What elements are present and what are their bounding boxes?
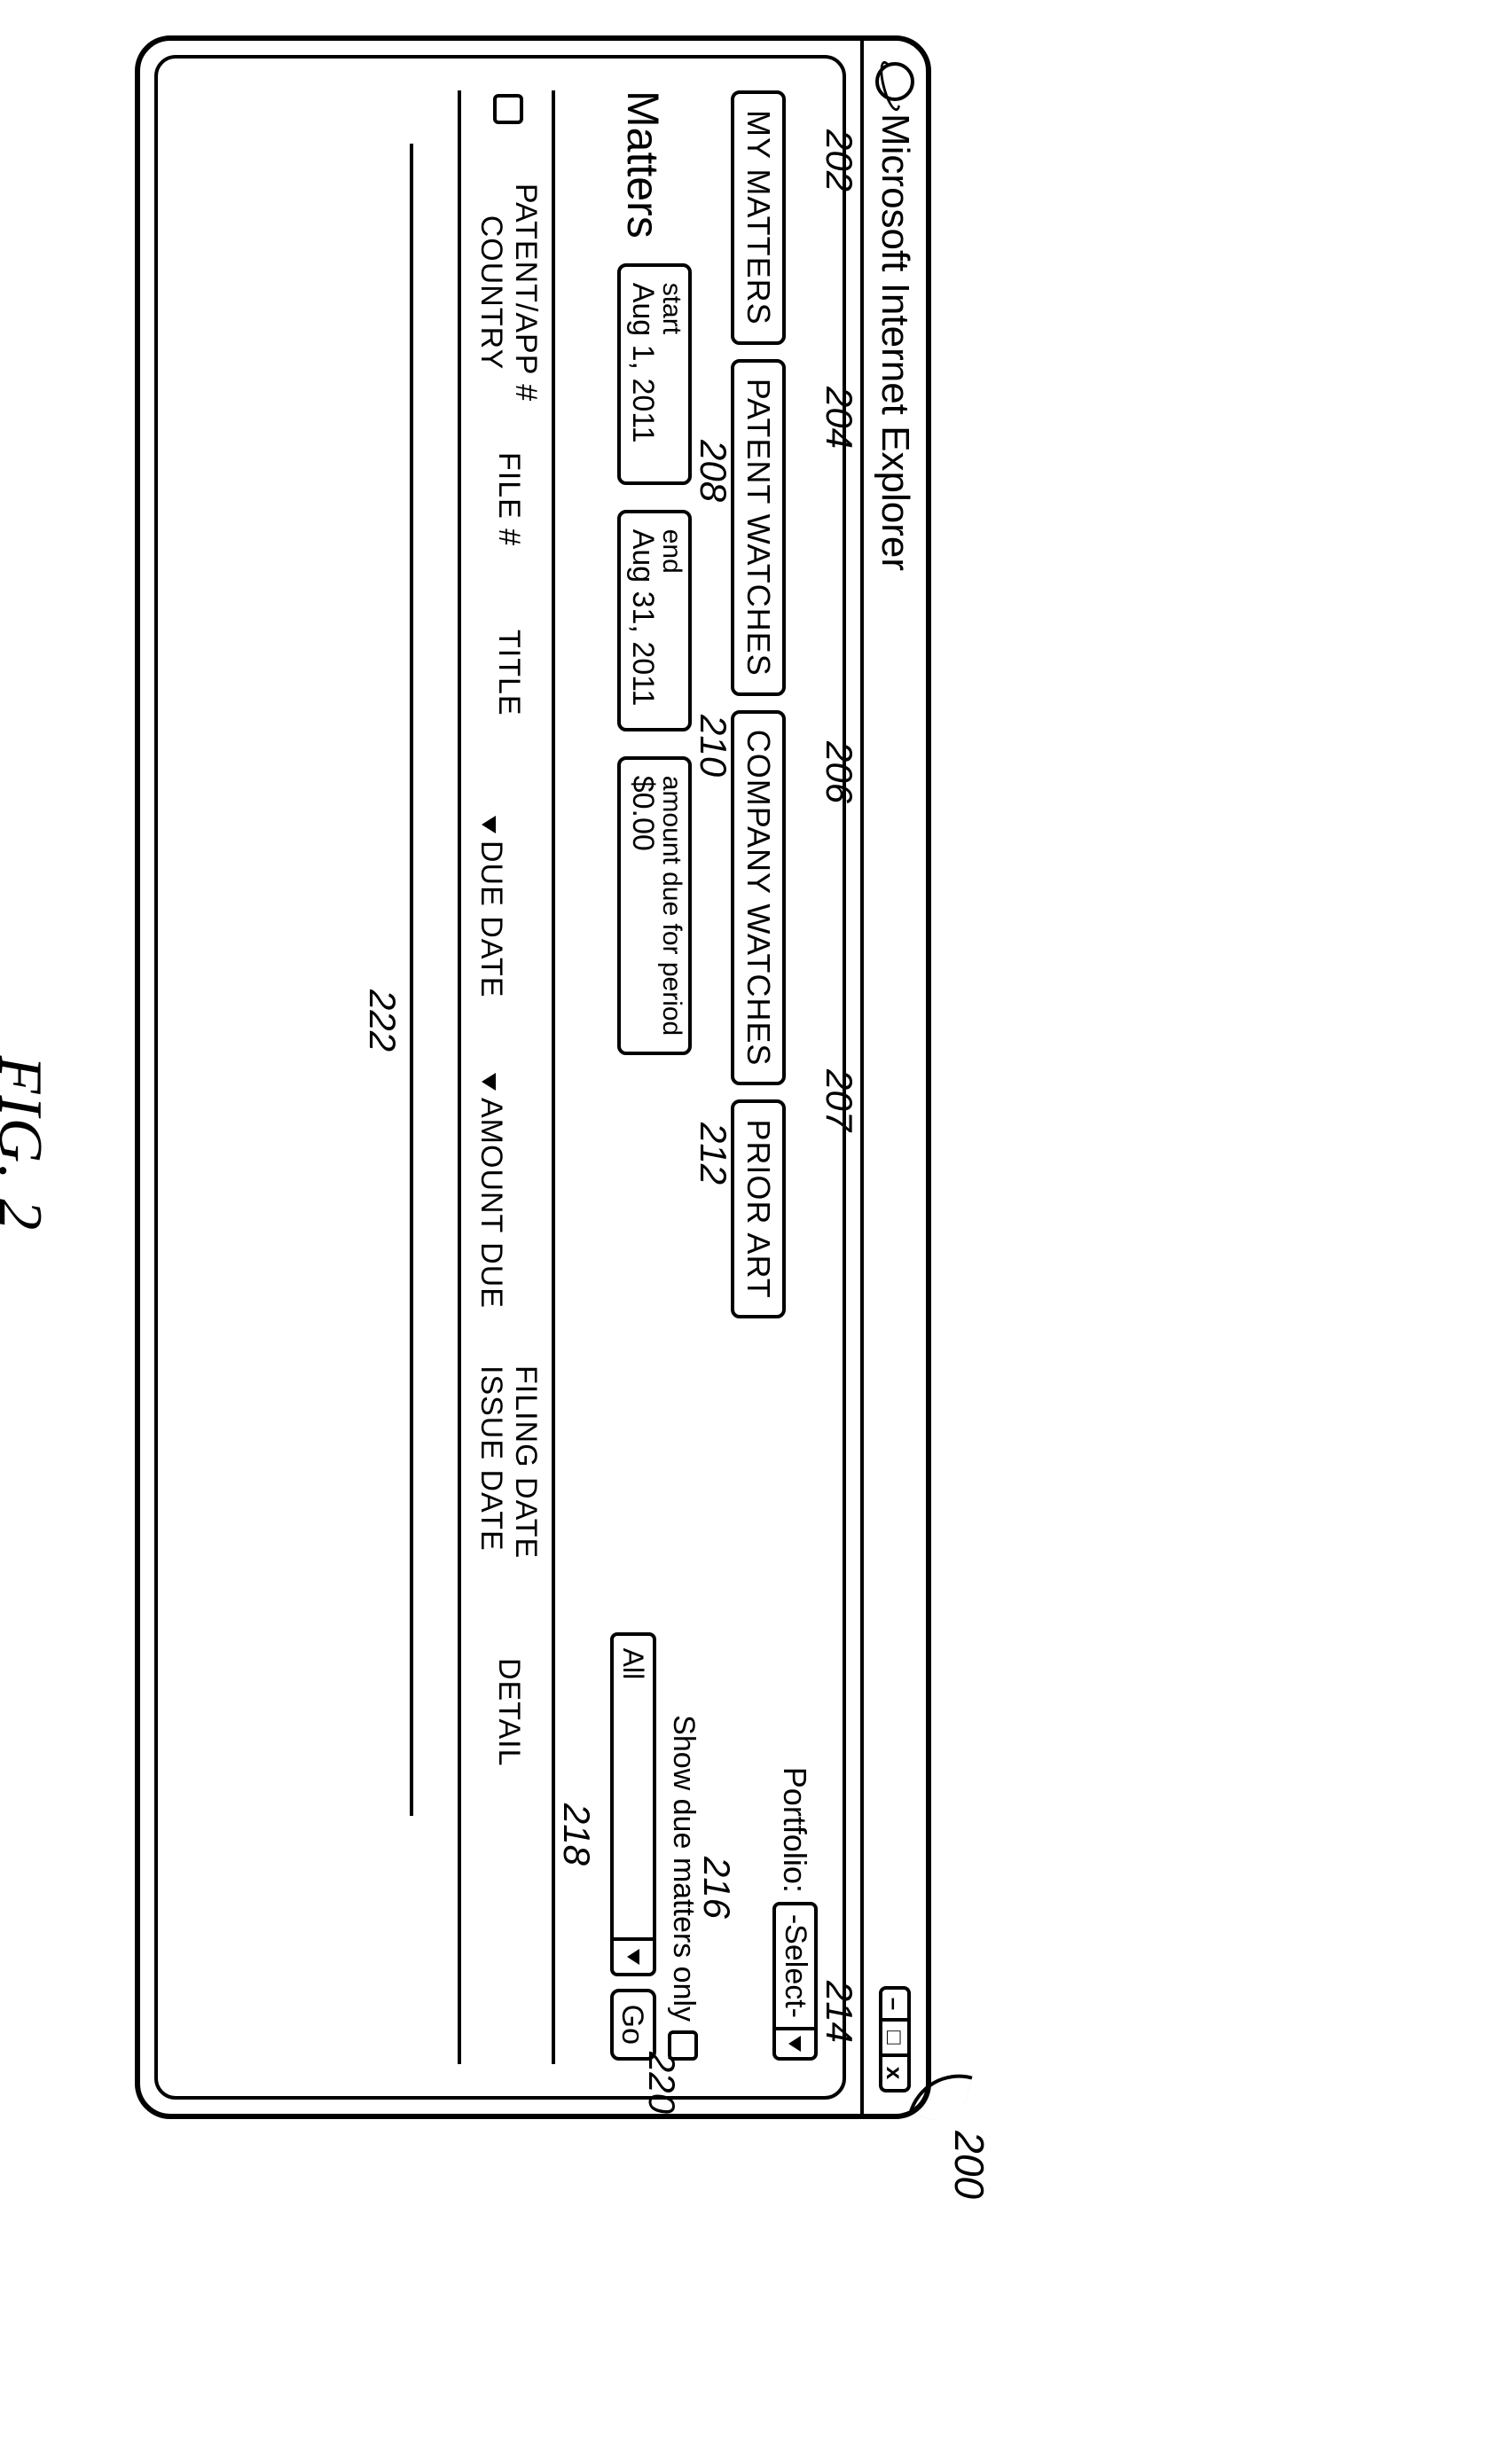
start-date-value: Aug 1, 2011 <box>626 283 658 465</box>
tab-patent-watches[interactable]: PATENT WATCHES <box>731 359 786 696</box>
figure-ref-200: 200 <box>945 2131 993 2199</box>
portfolio-select-wrap: Portfolio: -Select- <box>772 1767 818 2061</box>
tab-prior-art[interactable]: PRIOR ART <box>731 1099 786 1318</box>
all-filter-select[interactable]: All <box>610 1632 656 1976</box>
all-filter-value: All <box>614 1636 653 1937</box>
table-header-row: PATENT/APP # COUNTRY FILE # TITLE DUE DA… <box>458 90 555 2064</box>
content-pane: 202 204 206 207 MY MATTERS PATENT WATCHE… <box>154 55 846 2100</box>
matters-table: PATENT/APP # COUNTRY FILE # TITLE DUE DA… <box>410 90 555 2064</box>
ref-214: 214 <box>818 1981 860 2043</box>
browser-window: Microsoft Internet Explorer – □ x 202 20… <box>135 35 931 2119</box>
start-date-label: start <box>658 283 685 465</box>
th-detail: DETAIL <box>491 1658 526 1809</box>
go-button[interactable]: Go <box>610 1989 656 2061</box>
start-date-field[interactable]: start Aug 1, 2011 <box>617 263 692 485</box>
ref-204: 204 <box>818 387 860 449</box>
ref-202: 202 <box>818 129 860 192</box>
window-title: Microsoft Internet Explorer <box>873 113 917 571</box>
end-date-field[interactable]: end Aug 31, 2011 <box>617 510 692 731</box>
portfolio-label: Portfolio: <box>777 1767 814 1893</box>
amount-due-field: amount due for period $0.00 <box>617 756 692 1056</box>
ref-220: 220 <box>640 2052 683 2114</box>
ref-210: 210 <box>692 715 734 777</box>
portfolio-select-value: -Select- <box>776 1905 814 2027</box>
ref-212: 212 <box>692 1122 734 1185</box>
titlebar: Microsoft Internet Explorer – □ x <box>860 41 926 2114</box>
minimize-button[interactable]: – <box>879 1986 911 2022</box>
ie-icon <box>875 62 914 101</box>
ref-208: 208 <box>692 440 734 502</box>
th-due-date[interactable]: DUE DATE <box>474 816 543 1046</box>
th-title: TITLE <box>491 630 526 789</box>
table-body-underline <box>410 144 458 1816</box>
close-button[interactable]: x <box>879 2057 911 2092</box>
window-controls: – □ x <box>879 1986 911 2092</box>
ref-216: 216 <box>695 1857 738 1919</box>
th-patent-app: PATENT/APP # COUNTRY <box>474 160 543 426</box>
sort-icon <box>482 1073 496 1091</box>
sort-icon <box>482 816 496 833</box>
amount-due-value: $0.00 <box>626 776 658 1036</box>
select-all-checkbox[interactable] <box>493 94 523 124</box>
th-file-number: FILE # <box>491 452 526 603</box>
end-date-value: Aug 31, 2011 <box>626 529 658 712</box>
tab-company-watches[interactable]: COMPANY WATCHES <box>731 710 786 1086</box>
chevron-down-icon <box>776 2027 814 2057</box>
amount-due-label: amount due for period <box>658 776 685 1036</box>
th-filing-date: FILING DATE ISSUE DATE <box>474 1365 543 1631</box>
ref-218: 218 <box>555 1803 598 1866</box>
th-amount-due[interactable]: AMOUNT DUE <box>474 1073 543 1339</box>
end-date-label: end <box>658 529 685 712</box>
ref-206: 206 <box>818 741 860 803</box>
portfolio-select[interactable]: -Select- <box>772 1902 818 2061</box>
matters-heading: Matters <box>617 90 669 239</box>
figure-caption: FIG. 2 <box>0 35 55 2252</box>
ref-222: 222 <box>361 990 404 1052</box>
tab-my-matters[interactable]: MY MATTERS <box>731 90 786 345</box>
ref-207: 207 <box>818 1069 860 1131</box>
maximize-button[interactable]: □ <box>879 2022 911 2057</box>
chevron-down-icon <box>614 1937 653 1973</box>
